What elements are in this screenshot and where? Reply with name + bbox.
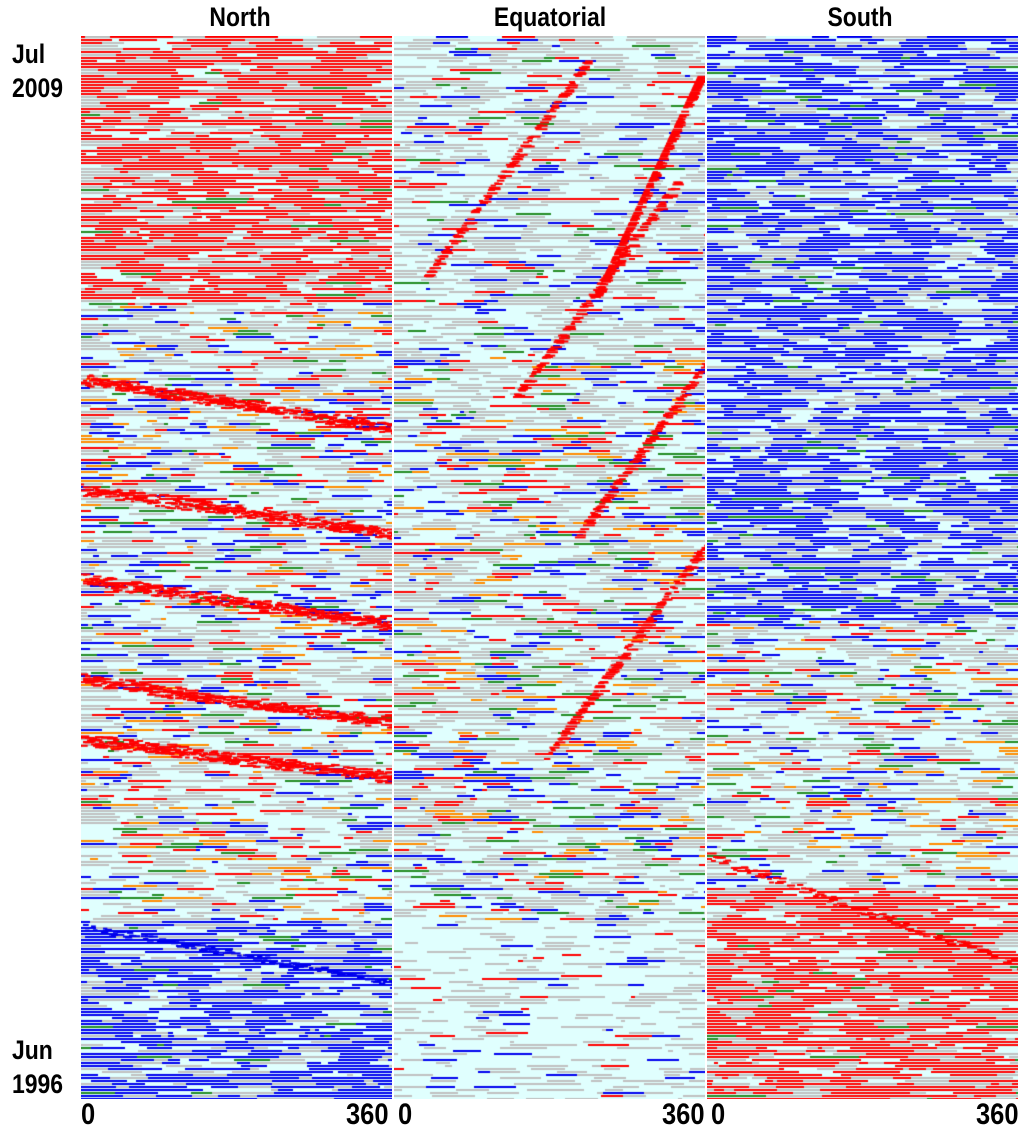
x-tick-equatorial-max: 360	[662, 1098, 705, 1131]
heatmap-north	[81, 36, 392, 1099]
panel-equatorial	[394, 36, 705, 1099]
x-tick-north-max: 360	[346, 1098, 389, 1131]
panel-title-north: North	[209, 2, 271, 32]
y-label-bottom-year: 1996	[12, 1069, 64, 1099]
panel-title-equatorial: Equatorial	[493, 2, 607, 32]
heatmap-equatorial	[394, 36, 705, 1099]
y-label-top-month: Jul	[12, 39, 46, 69]
panel-north	[81, 36, 392, 1099]
y-label-top-year: 2009	[12, 73, 64, 103]
x-tick-south-min: 0	[711, 1098, 726, 1131]
heatmap-south	[707, 36, 1018, 1099]
x-tick-equatorial-min: 0	[398, 1098, 413, 1131]
x-tick-south-max: 360	[976, 1098, 1019, 1131]
panel-title-south: South	[827, 2, 893, 32]
y-label-bottom-month: Jun	[12, 1035, 53, 1065]
x-tick-north-min: 0	[81, 1098, 96, 1131]
panel-south	[707, 36, 1018, 1099]
